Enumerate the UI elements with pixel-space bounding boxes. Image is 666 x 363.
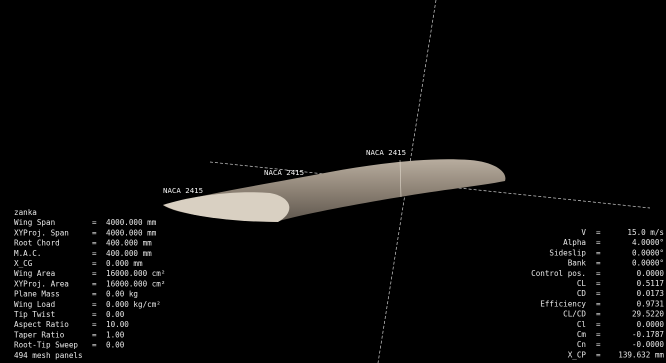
result-value: 0.5117: [637, 279, 664, 288]
info-value: 16000.000 cm²: [106, 269, 165, 278]
result-separator: =: [596, 259, 601, 268]
result-value: 0.0173: [637, 289, 664, 298]
result-label: X_CP: [568, 350, 587, 359]
foil-label: NACA 2415: [163, 186, 203, 195]
info-value: 0.000 mm: [106, 259, 143, 268]
result-value: 0.0000°: [632, 248, 664, 257]
info-label: Tip Twist: [14, 310, 55, 319]
result-label: Cl: [577, 320, 586, 329]
plane-name: zanka: [14, 208, 37, 217]
result-label: CL/CD: [563, 310, 586, 319]
result-separator: =: [596, 269, 601, 278]
info-separator: =: [92, 269, 97, 278]
info-separator: =: [92, 239, 97, 248]
result-separator: =: [596, 340, 601, 349]
info-separator: =: [92, 279, 97, 288]
info-separator: =: [92, 228, 97, 237]
info-separator: =: [92, 330, 97, 339]
result-separator: =: [596, 289, 601, 298]
info-separator: =: [92, 300, 97, 309]
info-label: Aspect Ratio: [14, 320, 69, 329]
result-value: 0.9731: [637, 299, 665, 308]
result-separator: =: [596, 320, 601, 329]
result-separator: =: [596, 228, 601, 237]
result-label: Cm: [577, 330, 587, 339]
info-label: Taper Ratio: [14, 330, 65, 339]
result-label: CL: [577, 279, 587, 288]
info-value: 16000.000 cm²: [106, 279, 165, 288]
info-value: 10.00: [106, 320, 129, 329]
info-value: 1.00: [106, 330, 125, 339]
result-value: 0.0000°: [632, 259, 664, 268]
info-separator: =: [92, 341, 97, 350]
info-value: 0.000 kg/cm²: [106, 300, 161, 309]
wing-tip-section: [163, 192, 290, 222]
info-label: Plane Mass: [14, 290, 60, 299]
result-value: 15.0 m/s: [627, 228, 664, 237]
result-value: 0.0000: [637, 269, 665, 278]
result-label: Alpha: [563, 238, 586, 247]
result-separator: =: [596, 350, 601, 359]
result-label: V: [581, 228, 586, 237]
axis-z: [377, 0, 437, 363]
result-label: Bank: [568, 259, 587, 268]
result-separator: =: [596, 248, 601, 257]
info-separator: =: [92, 218, 97, 227]
result-label: Cn: [577, 340, 586, 349]
result-value: 4.0000°: [632, 238, 664, 247]
info-separator: =: [92, 249, 97, 258]
info-label: Wing Span: [14, 218, 55, 227]
info-label: Wing Area: [14, 269, 55, 278]
result-value: -0.1787: [632, 330, 664, 339]
info-label: X_CG: [14, 259, 33, 268]
info-value: 0.00 kg: [106, 290, 138, 299]
info-value: 0.00: [106, 310, 125, 319]
info-value: 4000.000 mm: [106, 218, 157, 227]
result-label: Efficiency: [540, 299, 586, 308]
info-value: 0.00: [106, 341, 125, 350]
result-value: -0.0000: [632, 340, 664, 349]
mesh-panels: 494 mesh panels: [14, 351, 83, 360]
info-label: XYProj. Area: [14, 279, 69, 288]
foil-label: NACA 2415: [366, 148, 406, 157]
info-separator: =: [92, 290, 97, 299]
result-separator: =: [596, 310, 601, 319]
result-separator: =: [596, 238, 601, 247]
result-separator: =: [596, 299, 601, 308]
result-label: CD: [577, 289, 587, 298]
info-separator: =: [92, 320, 97, 329]
result-value: 139.632 mm: [618, 350, 664, 359]
wing-panel-line: [399, 159, 402, 198]
info-label: Root Chord: [14, 239, 60, 248]
result-separator: =: [596, 279, 601, 288]
result-value: 0.0000: [637, 320, 665, 329]
info-value: 400.000 mm: [106, 249, 152, 258]
result-label: Control pos.: [531, 269, 586, 278]
info-separator: =: [92, 259, 97, 268]
info-label: XYProj. Span: [14, 228, 69, 237]
info-label: Wing Load: [14, 300, 55, 309]
info-separator: =: [92, 310, 97, 319]
result-value: 29.5220: [632, 310, 664, 319]
result-label: Sideslip: [549, 248, 586, 257]
foil-label: NACA 2415: [264, 168, 304, 177]
info-label: Root-Tip Sweep: [14, 341, 78, 350]
info-label: M.A.C.: [14, 249, 41, 258]
result-separator: =: [596, 330, 601, 339]
info-value: 400.000 mm: [106, 239, 152, 248]
info-value: 4000.000 mm: [106, 228, 157, 237]
